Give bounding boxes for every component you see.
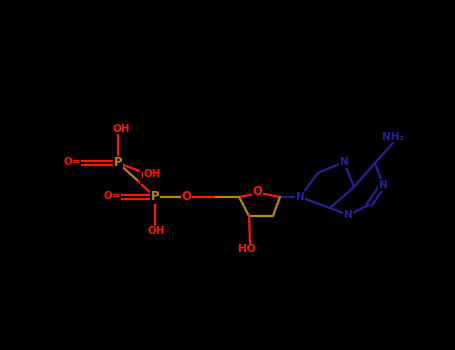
Text: O: O [140,170,150,183]
Text: P: P [114,156,122,169]
Text: O: O [253,186,263,198]
Text: O: O [182,190,192,203]
Text: N: N [379,180,387,190]
Text: N: N [344,210,352,220]
Text: OH: OH [143,169,161,179]
Text: P: P [151,190,159,203]
Text: O=: O= [103,191,121,201]
Text: HO: HO [238,244,255,254]
Text: OH: OH [147,226,165,236]
Text: O=: O= [63,157,81,167]
Text: OH: OH [113,124,131,134]
Text: N: N [296,192,304,202]
Text: NH₂: NH₂ [382,132,404,142]
Text: N: N [339,157,349,167]
